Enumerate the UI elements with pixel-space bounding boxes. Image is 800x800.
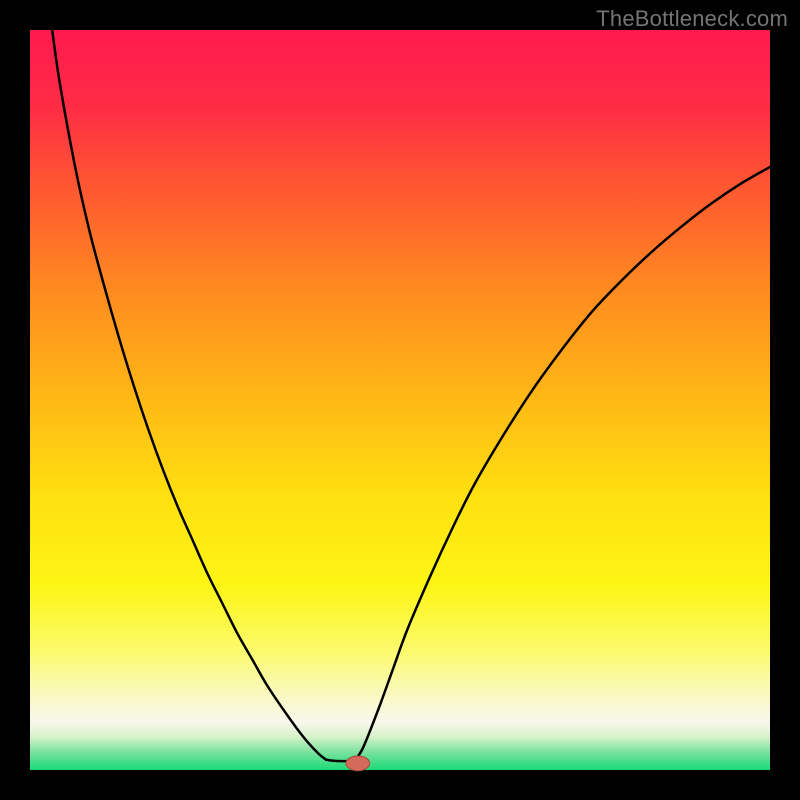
watermark-label: TheBottleneck.com	[596, 6, 788, 32]
plot-area	[0, 0, 800, 800]
plot-background	[30, 30, 770, 770]
chart-frame: TheBottleneck.com	[0, 0, 800, 800]
bottleneck-chart	[0, 0, 800, 800]
minimum-marker	[346, 756, 370, 771]
